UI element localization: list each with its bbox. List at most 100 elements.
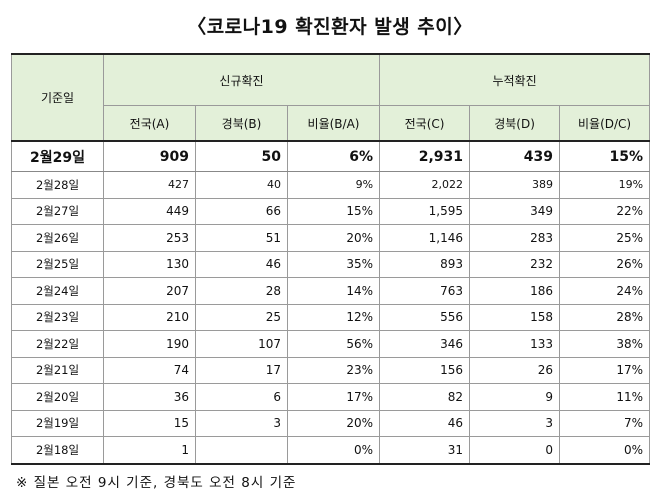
cell-national-a: 909 (103, 140, 196, 172)
cell-national-a: 210 (103, 303, 196, 331)
cell-ratio-ba: 20% (286, 409, 381, 437)
cell-national-a: 1 (103, 436, 196, 465)
cell-national-a: 207 (103, 277, 196, 305)
cell-ratio-ba: 14% (286, 277, 381, 305)
cell-national-c: 346 (379, 330, 471, 358)
cell-ratio-dc: 7% (559, 409, 651, 437)
cell-gyeongbuk-d: 186 (469, 277, 561, 305)
table-row: 2월19일 15 3 20% 46 3 7% (11, 409, 651, 437)
cell-national-c: 156 (379, 356, 471, 384)
cell-gyeongbuk-b: 107 (195, 330, 288, 358)
cell-date: 2월25일 (11, 250, 104, 278)
cell-date: 2월26일 (11, 224, 104, 252)
cell-ratio-ba: 20% (286, 224, 381, 252)
cell-national-c: 2,022 (379, 171, 471, 199)
cell-gyeongbuk-b: 3 (195, 409, 288, 437)
cell-gyeongbuk-d: 439 (469, 140, 561, 172)
cell-national-c: 763 (379, 277, 471, 305)
cell-national-a: 15 (103, 409, 196, 437)
cell-ratio-ba: 56% (286, 330, 381, 358)
table-row: 2월23일 210 25 12% 556 158 28% (11, 303, 651, 331)
cell-ratio-dc: 25% (559, 224, 651, 252)
cell-national-c: 1,146 (379, 224, 471, 252)
cell-gyeongbuk-d: 349 (469, 197, 561, 225)
cell-ratio-ba: 15% (286, 197, 381, 225)
header-new-cases: 신규확진 (102, 53, 381, 106)
cell-ratio-dc: 26% (559, 250, 651, 278)
cell-gyeongbuk-d: 9 (469, 383, 561, 411)
header-date: 기준일 (11, 53, 104, 142)
cell-ratio-ba: 6% (286, 140, 381, 172)
cell-date: 2월27일 (11, 197, 104, 225)
cell-ratio-ba: 9% (286, 171, 381, 199)
cell-gyeongbuk-b (195, 436, 288, 465)
cell-date: 2월20일 (11, 383, 104, 411)
cell-national-a: 190 (103, 330, 196, 358)
cell-gyeongbuk-b: 51 (195, 224, 288, 252)
header-gyeongbuk-b: 경북(B) (195, 105, 288, 142)
cell-national-c: 31 (379, 436, 471, 465)
cell-ratio-ba: 17% (286, 383, 381, 411)
cell-national-c: 1,595 (379, 197, 471, 225)
cell-gyeongbuk-b: 46 (195, 250, 288, 278)
header-national-a: 전국(A) (103, 105, 196, 142)
cell-gyeongbuk-d: 133 (469, 330, 561, 358)
cell-date: 2월24일 (11, 277, 104, 305)
cell-gyeongbuk-b: 6 (195, 383, 288, 411)
cell-national-c: 893 (379, 250, 471, 278)
cell-ratio-dc: 11% (559, 383, 651, 411)
cell-national-c: 556 (379, 303, 471, 331)
header-cumulative-cases: 누적확진 (379, 53, 651, 106)
cell-ratio-ba: 12% (286, 303, 381, 331)
cell-ratio-ba: 35% (286, 250, 381, 278)
cell-date: 2월22일 (11, 330, 104, 358)
cell-national-a: 130 (103, 250, 196, 278)
cell-date: 2월28일 (11, 171, 104, 199)
table-row: 2월29일 909 50 6% 2,931 439 15% (11, 140, 651, 172)
cell-gyeongbuk-d: 0 (469, 436, 561, 465)
header-national-c: 전국(C) (379, 105, 471, 142)
cell-date: 2월29일 (11, 140, 104, 172)
table-row: 2월25일 130 46 35% 893 232 26% (11, 250, 651, 278)
table-row: 2월21일 74 17 23% 156 26 17% (11, 356, 651, 384)
cell-ratio-dc: 19% (559, 171, 651, 199)
table-row: 2월28일 427 40 9% 2,022 389 19% (11, 171, 651, 199)
cell-ratio-dc: 28% (559, 303, 651, 331)
cell-gyeongbuk-b: 40 (195, 171, 288, 199)
cell-gyeongbuk-b: 66 (195, 197, 288, 225)
cell-national-c: 82 (379, 383, 471, 411)
cell-ratio-ba: 0% (286, 436, 381, 465)
page-title: 〈코로나19 확진환자 발생 추이〉 (187, 16, 473, 38)
header-ratio-ba: 비율(B/A) (286, 105, 381, 142)
table-row: 2월20일 36 6 17% 82 9 11% (11, 383, 651, 411)
cell-ratio-dc: 0% (559, 436, 651, 465)
cell-gyeongbuk-b: 28 (195, 277, 288, 305)
cell-gyeongbuk-d: 3 (469, 409, 561, 437)
cell-national-a: 253 (103, 224, 196, 252)
header-gyeongbuk-d: 경북(D) (469, 105, 561, 142)
table-row: 2월18일 1 0% 31 0 0% (11, 436, 651, 465)
confirmed-cases-table: 기준일 신규확진 누적확진 전국(A) 경북(B) 비율(B/A) 전국(C) … (11, 53, 651, 465)
cell-gyeongbuk-d: 26 (469, 356, 561, 384)
table-row: 2월22일 190 107 56% 346 133 38% (11, 330, 651, 358)
table-row: 2월26일 253 51 20% 1,146 283 25% (11, 224, 651, 252)
table-row: 2월24일 207 28 14% 763 186 24% (11, 277, 651, 305)
cell-ratio-dc: 22% (559, 197, 651, 225)
cell-gyeongbuk-d: 389 (469, 171, 561, 199)
cell-national-c: 46 (379, 409, 471, 437)
cell-national-c: 2,931 (379, 140, 471, 172)
cell-gyeongbuk-d: 232 (469, 250, 561, 278)
cell-date: 2월19일 (11, 409, 104, 437)
cell-ratio-dc: 24% (559, 277, 651, 305)
cell-gyeongbuk-b: 25 (195, 303, 288, 331)
cell-gyeongbuk-d: 158 (469, 303, 561, 331)
cell-ratio-dc: 17% (559, 356, 651, 384)
cell-national-a: 36 (103, 383, 196, 411)
cell-gyeongbuk-b: 17 (195, 356, 288, 384)
table-row: 2월27일 449 66 15% 1,595 349 22% (11, 197, 651, 225)
cell-date: 2월18일 (11, 436, 104, 465)
cell-date: 2월23일 (11, 303, 104, 331)
cell-gyeongbuk-b: 50 (195, 140, 288, 172)
cell-national-a: 74 (103, 356, 196, 384)
cell-ratio-dc: 15% (559, 140, 651, 172)
